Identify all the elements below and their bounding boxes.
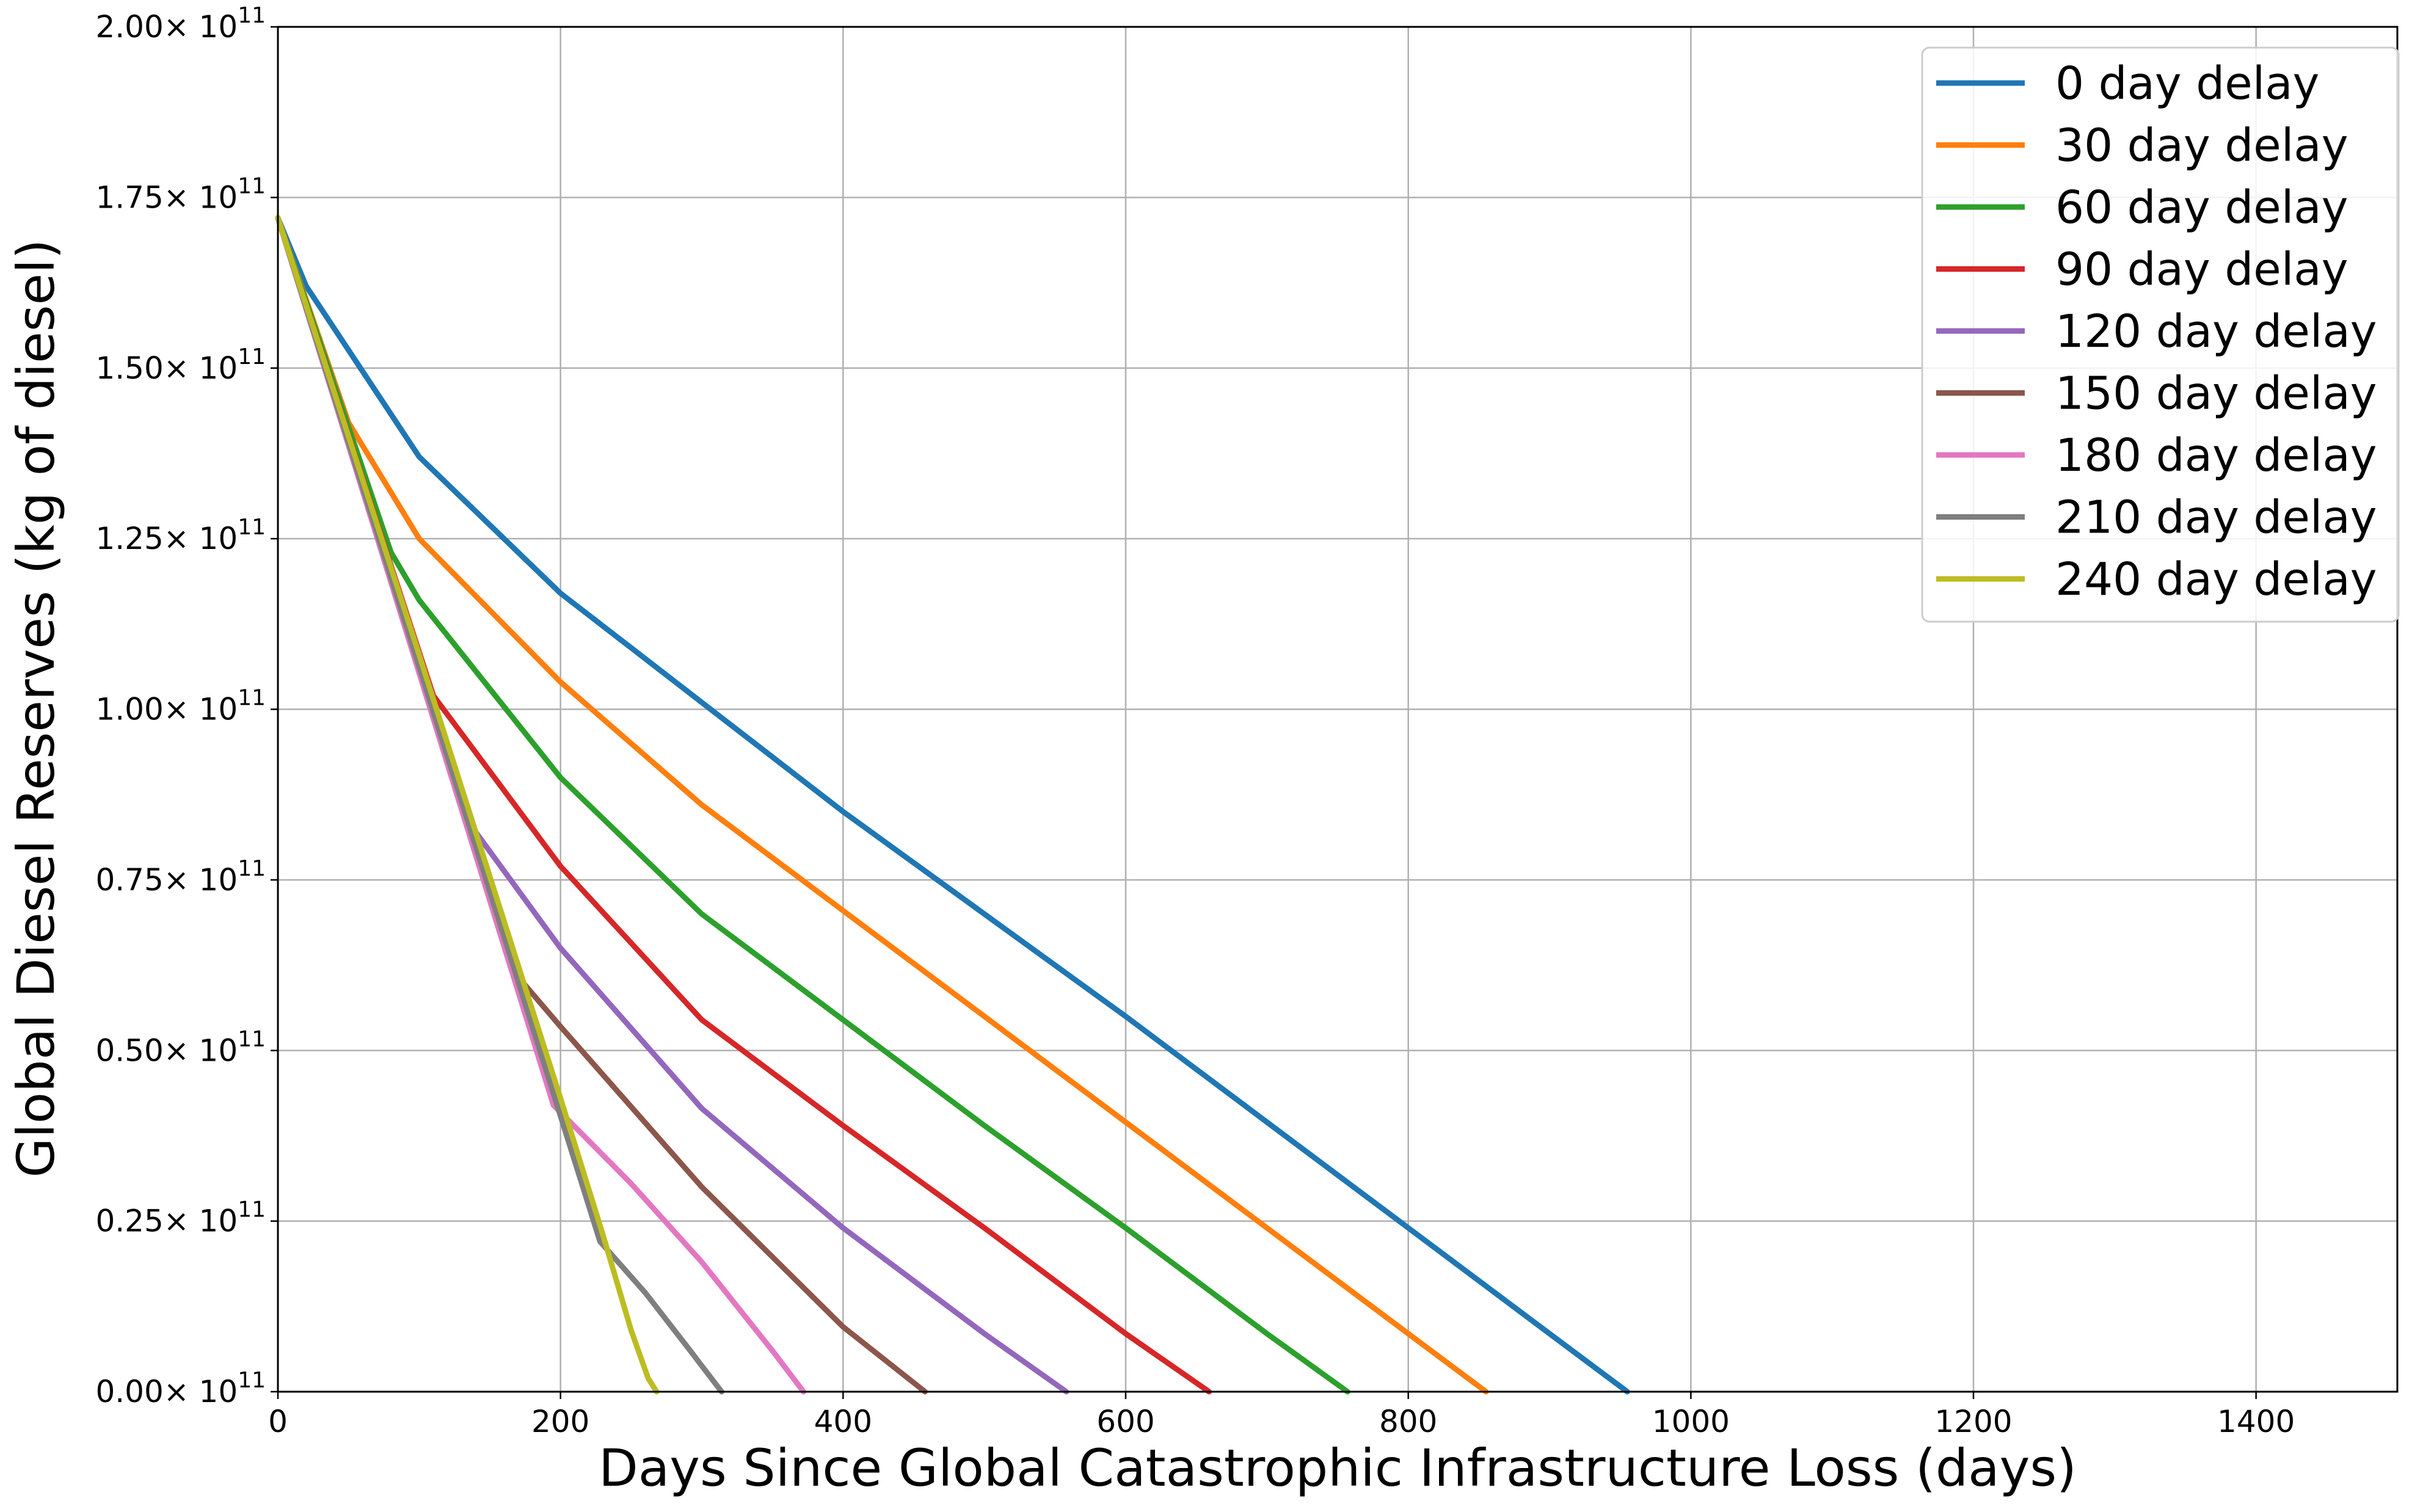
x-tick-label: 1200 [1934, 1404, 2012, 1439]
series-line [275, 215, 724, 1395]
y-tick-label: 1.00× 1011 [95, 686, 266, 727]
legend-label: 240 day delay [2055, 553, 2377, 606]
x-tick-label: 200 [531, 1404, 589, 1439]
y-tick-label: 0.25× 1011 [95, 1198, 266, 1239]
x-axis-label: Days Since Global Catastrophic Infrastru… [599, 1438, 2077, 1498]
legend-label: 0 day delay [2055, 57, 2319, 110]
y-tick-label: 0.75× 1011 [95, 856, 266, 898]
y-tick-label: 2.00× 1011 [95, 3, 266, 45]
y-tick-label: 0.50× 1011 [95, 1027, 266, 1068]
series-line [275, 215, 660, 1395]
series-line [275, 215, 1212, 1395]
y-tick-label: 1.25× 1011 [95, 515, 266, 556]
y-tick-label: 0.00× 1011 [95, 1368, 266, 1409]
x-tick-label: 400 [814, 1404, 872, 1439]
legend-label: 90 day delay [2055, 244, 2348, 296]
legend-box [1921, 46, 2400, 623]
series-line [275, 215, 807, 1395]
legend-label: 30 day delay [2055, 120, 2348, 172]
x-tick-label: 600 [1096, 1404, 1154, 1439]
series-line [275, 215, 1350, 1395]
series-line [275, 215, 1069, 1395]
series-line [275, 215, 1630, 1395]
legend-label: 150 day delay [2055, 368, 2377, 420]
legend-label: 60 day delay [2055, 181, 2348, 234]
series-line [275, 215, 1489, 1395]
x-tick-label: 0 [268, 1404, 288, 1439]
y-axis-label: Global Diesel Reserves (kg of diesel) [6, 239, 66, 1178]
series-lines [275, 215, 1630, 1395]
x-tick-label: 1400 [2217, 1404, 2295, 1439]
x-tick-label: 1000 [1652, 1404, 1730, 1439]
y-tick-label: 1.75× 1011 [95, 173, 266, 215]
y-tick-label: 1.50× 1011 [95, 344, 266, 386]
legend-label: 180 day delay [2055, 429, 2377, 482]
legend-label: 120 day delay [2055, 305, 2377, 358]
x-tick-label: 800 [1379, 1404, 1437, 1439]
legend-label: 210 day delay [2055, 492, 2377, 544]
y-axis-ticks: 0.00× 1011 0.25× 1011 0.50× 1011 0.75× 1011… [95, 3, 278, 1409]
x-axis-ticks: 0 200 400 600 800 1000 1200 1400 [268, 1392, 2295, 1439]
legend: 0 day delay 30 day delay 60 day delay 90 da… [1921, 46, 2400, 623]
